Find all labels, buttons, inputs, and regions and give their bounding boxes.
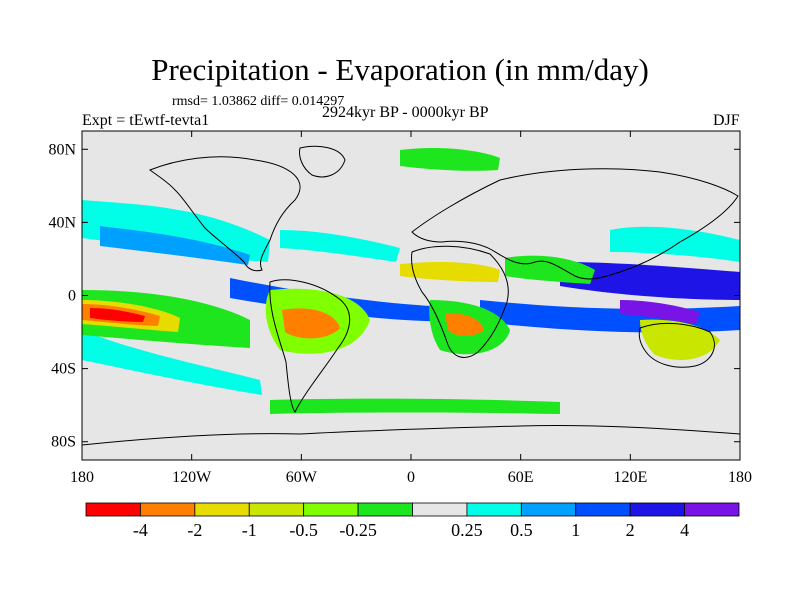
lon-tick-label: 180 bbox=[70, 469, 94, 486]
colorbar-label: 4 bbox=[680, 520, 689, 540]
lat-tick-label: 80N bbox=[48, 141, 76, 158]
season-label: DJF bbox=[713, 112, 740, 129]
colorbar-swatch-9 bbox=[575, 502, 631, 517]
lat-tick-label: 0 bbox=[68, 288, 76, 305]
lon-tick-label: 0 bbox=[407, 469, 415, 486]
colorbar-swatch-6 bbox=[412, 502, 468, 517]
field-australia-yellow bbox=[640, 319, 720, 360]
colorbar-label: -1 bbox=[242, 520, 257, 540]
stats-text: rmsd= 1.03862 diff= 0.014297 bbox=[172, 94, 345, 109]
period-label: 2924kyr BP - 0000kyr BP bbox=[322, 104, 489, 121]
colorbar-swatch-4 bbox=[303, 502, 359, 517]
colorbar-swatch-2 bbox=[194, 502, 250, 517]
colorbar-swatch-0 bbox=[85, 502, 141, 517]
colorbar-labels: -4 -2 -1 -0.5 -0.25 0.25 0.5 1 2 4 bbox=[133, 520, 689, 540]
coast-north-america bbox=[148, 156, 301, 272]
lon-tick-label: 60W bbox=[286, 469, 318, 486]
field-arctic-green bbox=[400, 147, 500, 171]
latitude-axis: 80N 40N 0 40S 80S bbox=[48, 141, 740, 451]
colorbar-label: 0.25 bbox=[451, 520, 483, 540]
lat-tick-label: 80S bbox=[51, 434, 76, 451]
colorbar-label: 0.5 bbox=[510, 520, 533, 540]
field-layer bbox=[82, 147, 740, 414]
field-warm-pool-indigo bbox=[560, 262, 740, 300]
lon-tick-label: 60E bbox=[508, 469, 534, 486]
colorbar-label: 1 bbox=[571, 520, 580, 540]
field-asia-green bbox=[505, 255, 595, 284]
colorbar-swatch-11 bbox=[684, 502, 740, 517]
field-north-pacific-blue bbox=[100, 226, 250, 265]
experiment-label: Expt = tEwtf-tevta1 bbox=[82, 112, 210, 129]
chart-title: Precipitation - Evaporation (in mm/day) bbox=[151, 52, 649, 87]
colorbar bbox=[85, 502, 740, 517]
coast-africa bbox=[411, 245, 509, 358]
lon-tick-label: 120W bbox=[172, 469, 212, 486]
longitude-axis: 180 120W 60W 0 60E 120E 180 bbox=[70, 131, 752, 486]
colorbar-label: -0.25 bbox=[339, 520, 377, 540]
colorbar-swatch-7 bbox=[466, 502, 522, 517]
field-north-atlantic-cyan bbox=[280, 230, 400, 262]
field-sahel-yellow bbox=[400, 262, 500, 282]
colorbar-swatch-1 bbox=[140, 502, 196, 517]
colorbar-label: 2 bbox=[626, 520, 635, 540]
lat-tick-label: 40S bbox=[51, 361, 76, 378]
coast-eurasia bbox=[411, 168, 739, 280]
field-warm-pool-violet bbox=[620, 300, 700, 324]
colorbar-swatch-10 bbox=[629, 502, 685, 517]
colorbar-label: -0.5 bbox=[289, 520, 318, 540]
coast-australia bbox=[638, 322, 715, 368]
lon-tick-label: 180 bbox=[728, 469, 752, 486]
field-africa-orange bbox=[445, 313, 484, 336]
field-south-america-orange bbox=[282, 308, 340, 339]
colorbar-swatch-3 bbox=[248, 502, 305, 517]
field-south-pacific-red bbox=[90, 308, 145, 322]
field-south-pacific-cyan bbox=[82, 330, 262, 395]
field-itcz-pacific-cyan bbox=[82, 200, 270, 262]
coast-greenland bbox=[299, 145, 346, 178]
colorbar-swatch-5 bbox=[357, 502, 413, 517]
field-southern-ocean-green bbox=[270, 398, 560, 414]
lon-tick-label: 120E bbox=[613, 469, 647, 486]
coastlines bbox=[82, 145, 740, 446]
coast-south-america bbox=[269, 279, 351, 413]
colorbar-label: -4 bbox=[133, 520, 148, 540]
lat-tick-label: 40N bbox=[48, 214, 76, 231]
colorbar-label: -2 bbox=[187, 520, 202, 540]
field-northwest-pacific-cyan bbox=[610, 226, 740, 262]
colorbar-swatch-8 bbox=[520, 502, 577, 517]
coast-antarctica bbox=[82, 424, 740, 446]
